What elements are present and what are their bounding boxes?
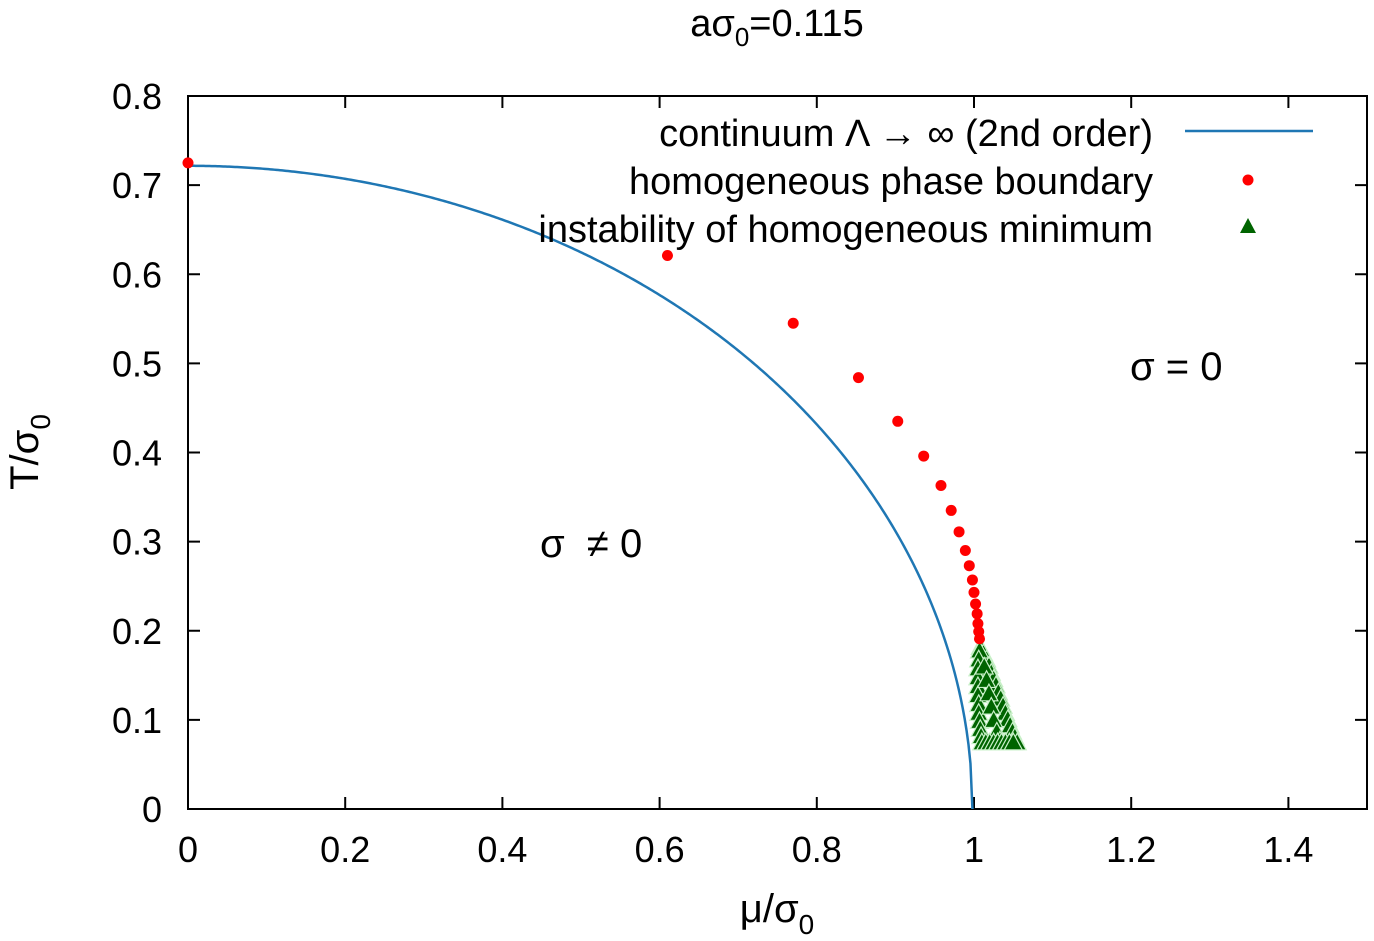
point-homogeneous-boundary [963,560,975,572]
y-tick-label: 0.3 [112,522,162,563]
point-homogeneous-boundary [182,157,194,169]
series-line-continuum [187,164,974,810]
point-homogeneous-boundary [968,586,980,598]
x-tick-label: 1 [964,829,984,870]
y-tick-label: 0.7 [112,165,162,206]
x-axis-title: μ/σ0 [740,887,814,940]
legend-swatch-homogeneous-boundary [1242,174,1254,186]
x-tick-label: 0.6 [635,829,685,870]
point-homogeneous-boundary [970,598,982,610]
point-homogeneous-boundary [892,415,904,427]
point-homogeneous-boundary [959,545,971,557]
point-homogeneous-boundary [971,608,983,620]
legend: continuum Λ → ∞ (2nd order) homogeneous … [538,113,1313,251]
legend-swatch-instability [1240,218,1256,233]
legend-label-instability: instability of homogeneous minimum [538,209,1153,251]
y-tick-label: 0.4 [112,433,162,474]
point-homogeneous-boundary [852,372,864,384]
annotation-sigma-zero: σ = 0 [1130,345,1223,389]
point-homogeneous-boundary [918,450,930,462]
y-tick-label: 0.8 [112,76,162,117]
legend-label-homogeneous-boundary: homogeneous phase boundary [629,161,1153,203]
x-tick-label: 0.2 [320,829,370,870]
x-tick-label: 1.2 [1106,829,1156,870]
series-layer [182,157,1028,810]
y-tick-label: 0.1 [112,700,162,741]
point-homogeneous-boundary [787,317,799,329]
point-homogeneous-boundary [966,574,978,586]
point-homogeneous-boundary [661,250,673,262]
annotation-sigma-nonzero: σ ≠ 0 [540,522,642,566]
legend-label-continuum: continuum Λ → ∞ (2nd order) [659,113,1153,155]
y-axis-title: T/σ0 [3,414,56,490]
x-tick-label: 0.4 [477,829,527,870]
axis-tick-labels: 0 0.2 0.4 0.6 0.8 1 1.2 1.4 0 0.1 0.2 0.3 0.4 0.5 0.6 0… [112,76,1313,870]
point-homogeneous-boundary [953,526,965,538]
point-instability [1003,731,1024,751]
y-tick-label: 0 [142,789,162,830]
y-tick-label: 0.5 [112,343,162,384]
x-tick-label: 1.4 [1263,829,1313,870]
y-tick-label: 0.2 [112,611,162,652]
point-homogeneous-boundary [974,633,986,645]
chart-title: aσ0=0.115 [690,3,864,52]
axis-ticks [187,95,1367,810]
point-homogeneous-boundary [972,618,984,630]
x-tick-label: 0 [178,829,198,870]
point-homogeneous-boundary [945,504,957,516]
y-tick-label: 0.6 [112,254,162,295]
point-homogeneous-boundary [935,479,947,491]
x-tick-label: 0.8 [792,829,842,870]
